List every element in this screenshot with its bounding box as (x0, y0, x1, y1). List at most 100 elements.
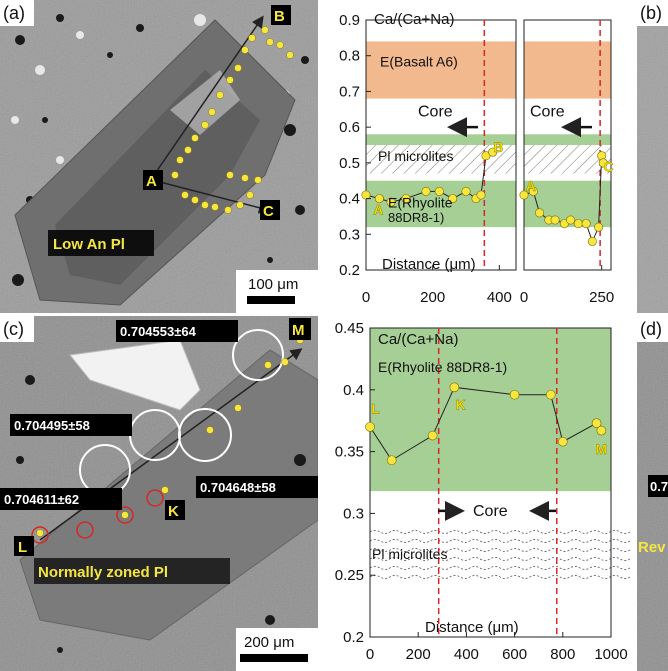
hatch-label: Pl microlites (372, 546, 447, 562)
data-point (448, 194, 458, 204)
chart-top-band (366, 41, 516, 99)
core-label-2: Core (530, 103, 565, 120)
panel-c-scale-bar (240, 654, 308, 662)
data-point (421, 186, 431, 196)
y-tick-label: 0.45 (335, 320, 364, 337)
panel-a-scale-bar (247, 296, 295, 304)
point-label: C (603, 158, 613, 174)
panel-c-caption: Normally zoned Pl (38, 564, 168, 581)
point-label-c: C (263, 203, 274, 220)
chart-top: A B 0 200 400 A C 0 250 0.2 0.3 0.4 0.5 0.6 0.7 0.8 0.9 C… (318, 0, 637, 313)
data-point (528, 186, 538, 196)
x-tick-label: 0 (366, 646, 374, 663)
chart-top-band (366, 134, 516, 145)
data-point (596, 425, 607, 436)
x-tick-label: 200 (406, 646, 431, 663)
x-tick-label: 200 (420, 289, 445, 306)
band-label-rhyolite: E(Rhyolite 88DR8-1) (378, 359, 507, 375)
data-point (374, 194, 384, 204)
y-tick-label: 0.9 (339, 12, 360, 29)
data-point (573, 219, 583, 229)
x-tick-label: 250 (589, 289, 614, 306)
y-tick-label: 0.4 (343, 382, 364, 399)
panel-c-tag: (c) (3, 319, 24, 339)
y-axis-title: Ca/(Ca+Na) (378, 331, 458, 348)
y-tick-label: 0.3 (339, 226, 360, 243)
band-label-rhyolite: E(Rhyolite (388, 195, 453, 211)
data-point (550, 215, 560, 225)
panel-b-image: (b) (637, 0, 668, 313)
data-point (591, 418, 602, 428)
band-label-basalt: E(Basalt A6) (380, 53, 458, 69)
microlite-wave (369, 557, 631, 561)
y-tick-label: 0.6 (339, 119, 360, 136)
panel-d-tag: (d) (640, 319, 662, 339)
data-point (598, 158, 608, 168)
y-tick-label: 0.8 (339, 48, 360, 65)
panel-d-image: (d) 0.7 Rev (637, 316, 668, 671)
x-tick-label: 1000 (594, 646, 627, 663)
data-point (361, 190, 371, 200)
y-tick-label: 0.5 (339, 155, 360, 172)
data-point (427, 430, 438, 441)
data-point (535, 208, 545, 218)
x-tick-label: 0 (520, 289, 528, 306)
isotope-label-1: 0.704553±64 (120, 324, 197, 339)
chart-top-frame (523, 19, 612, 271)
data-point (365, 422, 375, 432)
point-label-k: K (168, 503, 179, 520)
chart-top-hatch (524, 145, 611, 174)
microlite-wave (369, 548, 631, 552)
chart-bottom-frame (369, 327, 612, 638)
data-point (594, 222, 604, 232)
data-point (434, 186, 444, 196)
point-label: A (373, 201, 383, 217)
isotope-label-2: 0.704495±58 (14, 418, 90, 433)
data-point (509, 389, 520, 400)
panel-c-image: (c) 0.704553±64 0.704495±58 0.704611±62 … (0, 316, 319, 671)
panel-a-points (171, 26, 294, 214)
point-label: M (595, 441, 607, 457)
y-tick-label: 0.7 (339, 83, 360, 100)
panel-a-scale-label: 100 μm (248, 276, 298, 293)
chart-top-band (524, 134, 611, 145)
microlite-wave (369, 575, 631, 579)
data-point (476, 190, 486, 200)
x-axis-title: Distance (μm) (382, 256, 476, 273)
panel-a-caption: Low An Pl (53, 236, 125, 253)
panel-a-tag: (a) (3, 3, 25, 23)
data-point (461, 186, 471, 196)
chart-bottom-band (370, 328, 611, 492)
panel-a-image: (a) A B C Low An Pl 100 μm (0, 0, 318, 313)
data-point (581, 219, 591, 229)
data-point (449, 382, 460, 393)
data-point (386, 197, 396, 207)
panel-c-scale-label: 200 μm (244, 634, 294, 651)
panel-d-cut-text-2: Rev (638, 539, 666, 556)
data-point (401, 194, 411, 204)
data-point (587, 236, 597, 246)
y-tick-label: 0.4 (339, 191, 360, 208)
y-tick-label: 0.25 (335, 567, 364, 584)
data-point (386, 455, 397, 466)
y-tick-label: 0.2 (343, 629, 364, 646)
band-label-rhyolite-2: 88DR8-1) (388, 210, 444, 225)
panel-b-tag: (b) (640, 3, 662, 23)
core-label: Core (418, 103, 453, 120)
y-axis-title: Ca/(Ca+Na) (374, 11, 454, 28)
panel-d-cut-text-1: 0.7 (650, 479, 668, 494)
y-tick-label: 0.2 (339, 262, 360, 279)
data-point (519, 190, 529, 200)
hatch-label: Pl microlites (378, 148, 453, 164)
x-tick-label: 0 (362, 289, 370, 306)
x-tick-label: 600 (502, 646, 527, 663)
point-label: B (493, 139, 503, 155)
point-label: A (526, 178, 536, 194)
point-label-a: A (146, 173, 157, 190)
x-axis-title: Distance (μm) (425, 619, 519, 636)
x-tick-label: 800 (550, 646, 575, 663)
point-label-l: L (18, 539, 27, 556)
data-point (566, 215, 576, 225)
data-point (488, 147, 498, 157)
y-tick-label: 0.3 (343, 505, 364, 522)
